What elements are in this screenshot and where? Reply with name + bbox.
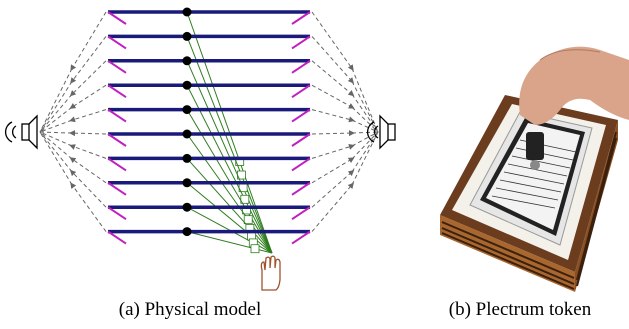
dashed-arrow	[352, 81, 378, 132]
dashed-arrow	[72, 110, 106, 121]
dashed-arrow	[40, 81, 72, 132]
dashed-arrow	[72, 61, 106, 94]
figure: (a) Physical model (b) Plectrum token	[0, 0, 629, 329]
mass-dot	[183, 130, 192, 139]
mass-dot	[183, 203, 192, 212]
mass-dot	[183, 56, 192, 65]
dashed-arrow	[352, 132, 378, 159]
bridge	[292, 158, 310, 170]
mass-dot	[183, 178, 192, 187]
dashed-arrow	[72, 172, 106, 207]
spring	[244, 216, 252, 224]
mass-dot	[183, 227, 192, 236]
mass-dot	[183, 8, 192, 17]
dashed-arrow	[40, 132, 72, 159]
bridge	[292, 110, 310, 122]
dashed-arrow	[72, 12, 106, 68]
bridge	[292, 134, 310, 146]
bridge	[292, 207, 310, 219]
dashed-arrow	[312, 85, 352, 107]
figure-drawing	[0, 0, 629, 295]
left-speaker	[6, 116, 37, 148]
green-link	[187, 36, 272, 253]
dashed-arrow	[312, 12, 352, 68]
dashed-arrow	[352, 107, 378, 132]
bridge	[292, 36, 310, 48]
dashed-arrow	[72, 185, 106, 232]
spring	[251, 245, 259, 253]
mass-dot	[183, 154, 192, 163]
dashed-arrow	[40, 132, 72, 185]
bridge	[108, 158, 126, 170]
dashed-arrow	[72, 133, 106, 134]
bridge	[108, 232, 126, 244]
bridge	[108, 183, 126, 195]
dashed-arrow	[40, 132, 72, 133]
bridge	[108, 61, 126, 73]
dashed-arrow	[72, 85, 106, 107]
dashed-arrow	[312, 146, 352, 158]
mass-dot	[183, 105, 192, 114]
bridge	[108, 207, 126, 219]
hand-icon	[261, 256, 280, 290]
dashed-arrow	[72, 36, 106, 81]
dashed-arrow	[312, 172, 352, 207]
bridge	[108, 134, 126, 146]
caption: (a) Physical model	[40, 299, 340, 321]
bridge	[108, 85, 126, 97]
dashed-arrow	[72, 159, 106, 183]
bridge	[292, 85, 310, 97]
dashed-arrow	[352, 132, 378, 185]
bridge	[108, 12, 126, 24]
dashed-arrow	[312, 159, 352, 183]
mass-dot	[183, 81, 192, 90]
bridge	[108, 110, 126, 122]
dashed-arrow	[352, 132, 378, 172]
dashed-arrow	[312, 36, 352, 81]
bridge	[108, 36, 126, 48]
dashed-arrow	[312, 110, 352, 121]
bridge	[292, 232, 310, 244]
bridge	[292, 12, 310, 24]
dashed-arrow	[40, 132, 72, 146]
dashed-arrow	[312, 133, 352, 134]
caption: (b) Plectrum token	[370, 299, 629, 321]
dashed-arrow	[40, 107, 72, 132]
physical-model-diagram	[40, 8, 378, 254]
bridge	[292, 61, 310, 73]
dashed-arrow	[72, 146, 106, 158]
dashed-arrow	[40, 120, 72, 132]
plectrum-photo	[440, 47, 629, 292]
dashed-arrow	[312, 61, 352, 94]
mass-dot	[183, 32, 192, 41]
dashed-arrow	[312, 185, 352, 232]
dashed-arrow	[40, 132, 72, 172]
bridge	[292, 183, 310, 195]
